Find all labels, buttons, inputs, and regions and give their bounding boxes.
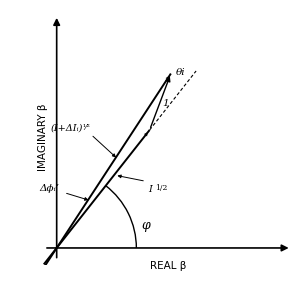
Text: I: I [148, 186, 152, 195]
Text: Δϕᵢ’: Δϕᵢ’ [39, 184, 59, 193]
Text: θi: θi [176, 68, 186, 77]
Text: (I+ΔIᵢ): (I+ΔIᵢ) [50, 123, 83, 132]
Text: 1/2: 1/2 [155, 184, 168, 193]
Text: REAL β: REAL β [150, 261, 186, 271]
Text: φ: φ [142, 219, 150, 232]
Text: 1: 1 [162, 99, 169, 108]
Text: ¹⁄²: ¹⁄² [83, 124, 91, 132]
Text: IMAGINARY β: IMAGINARY β [38, 104, 48, 171]
